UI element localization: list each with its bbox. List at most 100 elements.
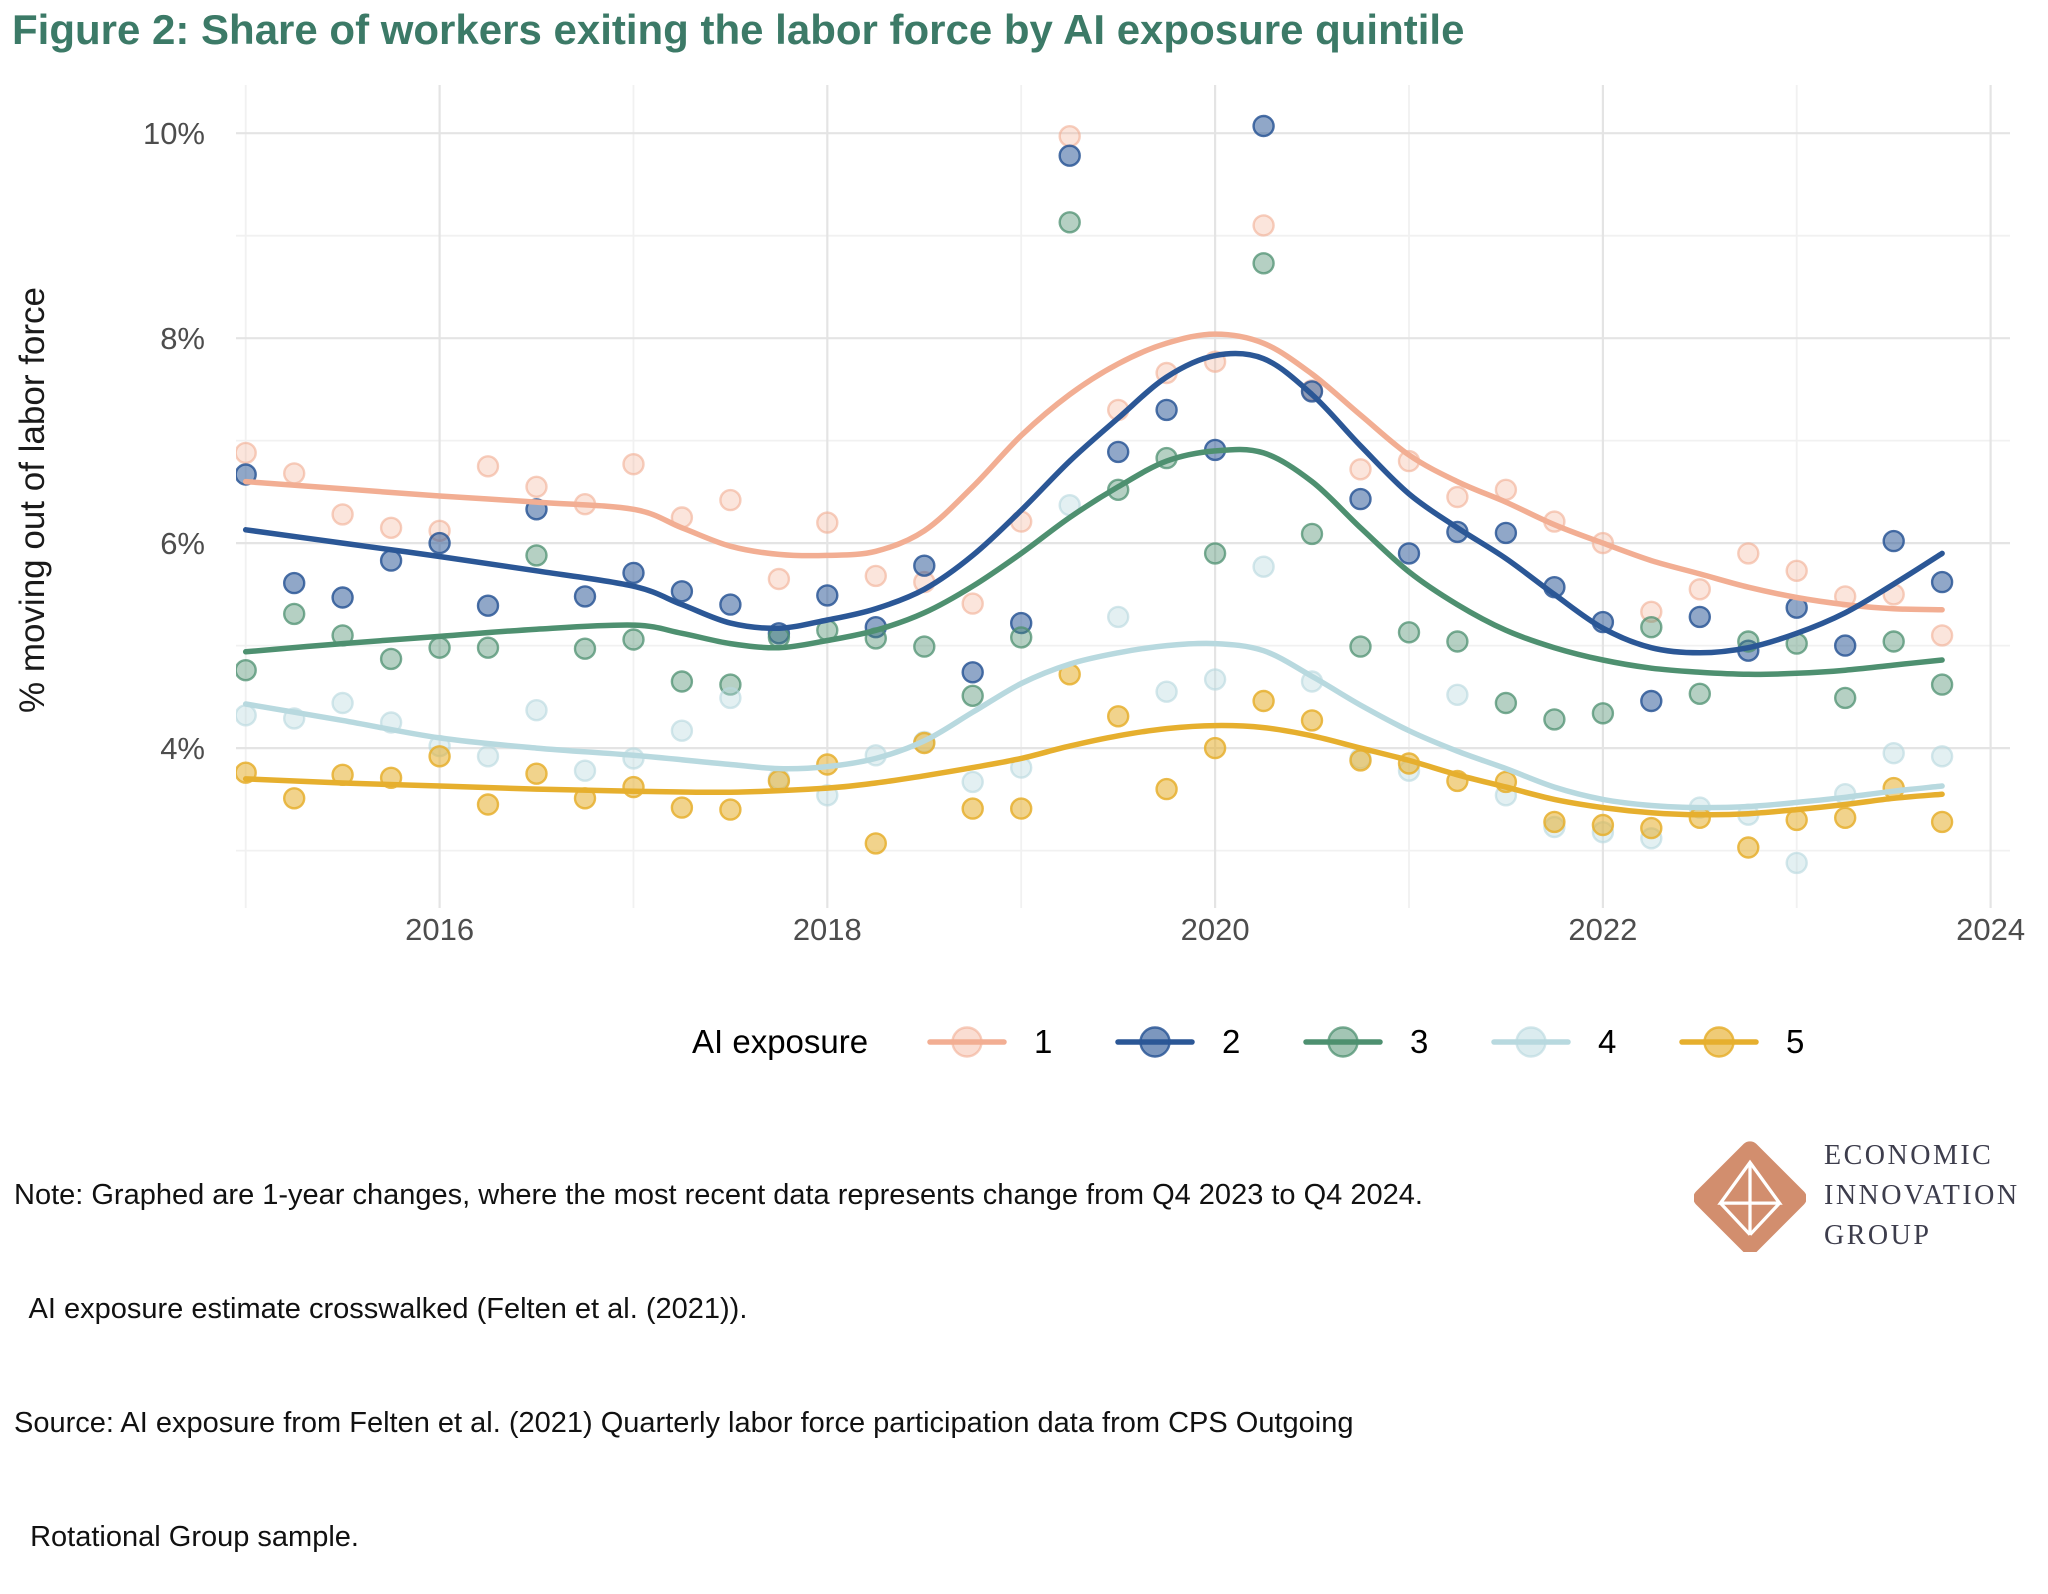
y-tick-label-6: 6%: [160, 526, 205, 561]
data-point: [1882, 529, 1905, 553]
data-point: [236, 704, 257, 727]
data-point: [1785, 851, 1808, 875]
data-point: [236, 659, 257, 682]
data-point: [1155, 777, 1178, 801]
data-point: [1688, 578, 1712, 601]
x-tick-label-2016: 2016: [405, 912, 474, 947]
data-point: [1446, 485, 1469, 509]
data-point: [1397, 542, 1421, 565]
scatter-layer: [236, 114, 1954, 875]
logo-line-1: ECONOMIC: [1824, 1140, 1994, 1171]
page: { "figure": { "title": "Figure 2: Share …: [12, 6, 2026, 1553]
data-point: [525, 762, 548, 785]
data-point: [864, 564, 887, 588]
data-point: [1252, 252, 1275, 275]
data-point: [719, 488, 742, 512]
legend-dot-swatch: [1515, 1026, 1547, 1058]
data-point: [1494, 691, 1518, 715]
data-point: [1300, 522, 1324, 546]
data-point: [1252, 689, 1275, 713]
data-point: [1349, 635, 1372, 658]
legend-item-label: 3: [1410, 1023, 1428, 1060]
data-point: [816, 584, 839, 607]
data-point: [1349, 487, 1372, 511]
data-point: [428, 745, 451, 768]
data-point: [1397, 621, 1421, 644]
data-point: [1591, 702, 1615, 725]
y-tick-label-4: 4%: [160, 731, 205, 766]
data-point: [1106, 440, 1130, 464]
data-point: [1930, 673, 1954, 696]
series-2-line: [242, 350, 1945, 656]
data-point: [1737, 836, 1760, 859]
y-axis-title: % moving out of labor force: [13, 287, 52, 713]
data-point: [476, 793, 500, 816]
data-point: [719, 686, 742, 710]
data-point: [1203, 542, 1227, 565]
data-point: [1640, 616, 1663, 639]
data-point: [961, 592, 984, 615]
data-point: [961, 661, 984, 684]
y-tick-label-10: 10%: [143, 116, 205, 151]
data-point: [1010, 626, 1033, 649]
data-point: [525, 544, 548, 567]
data-point: [1106, 705, 1130, 728]
logo-line-2: INNOVATION: [1824, 1180, 2020, 1211]
note-line-4: Rotational Group sample.: [14, 1521, 359, 1553]
data-point: [1543, 708, 1566, 731]
x-tick-label-2020: 2020: [1181, 912, 1250, 947]
data-point: [331, 691, 354, 715]
y-tick-label-8: 8%: [160, 321, 205, 356]
data-point: [1349, 749, 1372, 772]
data-point: [428, 636, 451, 659]
data-point: [283, 462, 306, 485]
legend-dot-swatch: [951, 1026, 983, 1058]
legend-item-1: 1: [927, 1023, 1052, 1060]
logo-line-3: GROUP: [1824, 1220, 1932, 1251]
data-point: [1252, 214, 1275, 237]
eig-diamond-icon: [1694, 1141, 1806, 1252]
data-point: [525, 475, 548, 498]
data-point: [961, 684, 984, 707]
legend-dot-swatch: [1703, 1026, 1735, 1058]
data-point: [476, 636, 500, 659]
legend-item-label: 4: [1598, 1023, 1616, 1060]
data-point: [1203, 736, 1227, 760]
legend-dot-swatch: [1139, 1026, 1171, 1058]
data-point: [961, 770, 984, 794]
legend-item-4: 4: [1491, 1023, 1616, 1060]
data-point: [1058, 211, 1081, 234]
legend-item-2: 2: [1115, 1023, 1240, 1060]
data-point: [1106, 605, 1130, 629]
legend-dot-swatch: [1327, 1026, 1359, 1058]
legend-item-5: 5: [1679, 1023, 1804, 1060]
chart-canvas: 2016 2018 2020 2022 2024 4% 6% 8% 10% % moving ou…: [13, 85, 2025, 1060]
data-point: [670, 719, 694, 742]
data-point: [1930, 570, 1954, 594]
data-point: [1640, 816, 1663, 840]
data-point: [1058, 144, 1081, 167]
data-point: [622, 453, 645, 476]
legend: AI exposure 1 2 3 4 5: [692, 1023, 1804, 1060]
data-point: [1543, 810, 1566, 834]
data-point: [525, 699, 548, 722]
legend-title: AI exposure: [692, 1023, 868, 1060]
legend-item-label: 1: [1034, 1023, 1052, 1060]
data-point: [1058, 124, 1081, 148]
series-1-points: [236, 124, 1954, 647]
series-5-line: [242, 722, 1945, 818]
data-point: [767, 567, 791, 591]
data-point: [1494, 521, 1518, 545]
x-tick-label-2018: 2018: [793, 912, 862, 947]
data-point: [1930, 745, 1954, 768]
series-4-line: [242, 640, 1945, 811]
legend-item-label: 5: [1786, 1023, 1804, 1060]
data-point: [1349, 458, 1372, 481]
data-point: [1785, 559, 1808, 582]
data-point: [1930, 624, 1954, 647]
data-point: [283, 787, 306, 810]
data-point: [573, 637, 597, 660]
data-point: [1688, 806, 1712, 829]
data-point: [1203, 668, 1227, 691]
note-line-2: AI exposure estimate crosswalked (Felten…: [14, 1293, 748, 1325]
